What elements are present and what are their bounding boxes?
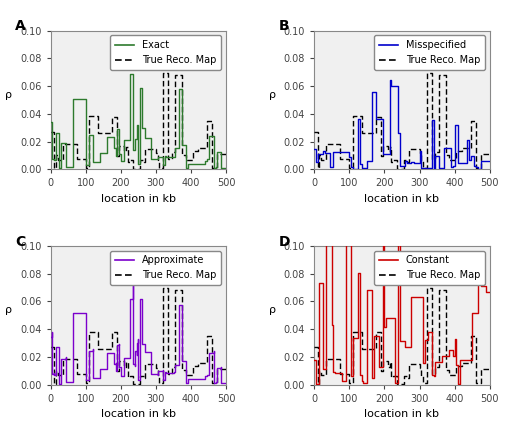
Y-axis label: ρ: ρ	[269, 90, 276, 100]
X-axis label: location in kb: location in kb	[365, 409, 439, 419]
X-axis label: location in kb: location in kb	[365, 194, 439, 204]
Text: A: A	[15, 20, 26, 34]
Text: D: D	[279, 235, 290, 249]
Legend: Misspecified, True Reco. Map: Misspecified, True Reco. Map	[374, 35, 485, 70]
X-axis label: location in kb: location in kb	[101, 409, 176, 419]
Text: C: C	[15, 235, 26, 249]
Text: B: B	[279, 20, 289, 34]
Y-axis label: ρ: ρ	[269, 305, 276, 315]
X-axis label: location in kb: location in kb	[101, 194, 176, 204]
Y-axis label: ρ: ρ	[6, 90, 12, 100]
Legend: Exact, True Reco. Map: Exact, True Reco. Map	[110, 35, 221, 70]
Legend: Constant, True Reco. Map: Constant, True Reco. Map	[374, 250, 485, 285]
Legend: Approximate, True Reco. Map: Approximate, True Reco. Map	[110, 250, 221, 285]
Y-axis label: ρ: ρ	[6, 305, 12, 315]
